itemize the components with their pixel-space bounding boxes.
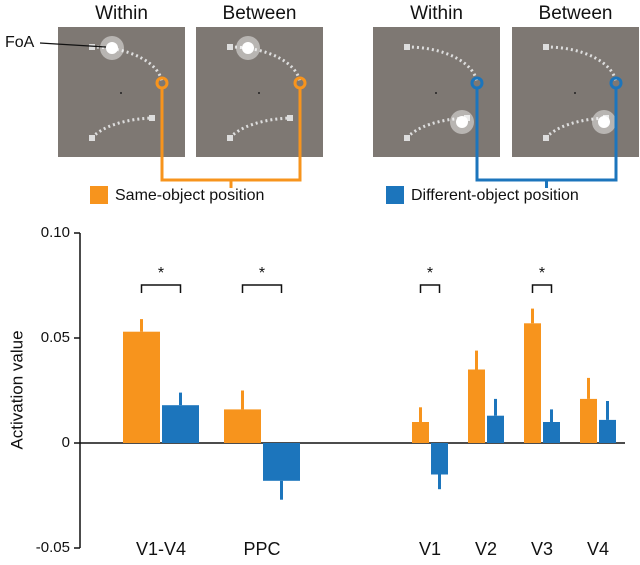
panel-title: Between — [539, 3, 613, 24]
foa-label: FoA — [5, 34, 35, 51]
bar — [543, 422, 560, 443]
object-end — [464, 115, 470, 121]
fixation — [258, 92, 260, 94]
bar — [263, 443, 300, 481]
object-end — [404, 44, 410, 50]
x-tick-label: PPC — [243, 539, 280, 559]
x-tick-label: V3 — [531, 539, 553, 559]
x-tick-label: V4 — [587, 539, 609, 559]
significance-label: * — [259, 265, 265, 282]
object-end — [227, 135, 233, 141]
object-end — [89, 135, 95, 141]
panel — [196, 27, 323, 157]
y-tick-label: -0.05 — [36, 539, 70, 556]
object-outline — [228, 116, 291, 139]
y-tick-label: 0.05 — [41, 329, 70, 346]
panel — [373, 27, 500, 157]
bar — [431, 443, 448, 475]
object-end — [543, 135, 549, 141]
panel-title: Between — [223, 3, 297, 24]
panel-title: Within — [410, 3, 463, 24]
bar — [524, 323, 541, 443]
x-tick-label: V2 — [475, 539, 497, 559]
foa-pointer — [39, 42, 107, 48]
bar — [412, 422, 429, 443]
bar — [599, 419, 616, 443]
bar — [468, 369, 485, 443]
object-end — [89, 44, 95, 50]
legend-label: Same-object position — [115, 187, 264, 204]
panel — [58, 27, 185, 157]
object-end — [227, 44, 233, 50]
significance-bracket — [419, 284, 441, 293]
object-outline — [90, 116, 153, 139]
bar — [580, 398, 597, 443]
significance-label: * — [427, 265, 433, 282]
significance-label: * — [539, 265, 545, 282]
object-outline — [544, 116, 607, 139]
y-tick-label: 0 — [62, 434, 70, 451]
bar — [123, 331, 160, 443]
y-axis-label: Activation value — [7, 330, 26, 449]
fixation — [435, 92, 437, 94]
panel — [512, 27, 639, 157]
y-tick-label: 0.10 — [41, 224, 70, 241]
object-end — [404, 135, 410, 141]
legend-swatch — [386, 186, 404, 204]
object-end — [543, 44, 549, 50]
focus — [242, 42, 254, 54]
object-end — [149, 115, 155, 121]
significance-label: * — [158, 265, 164, 282]
focus — [106, 42, 118, 54]
significance-bracket — [531, 284, 553, 293]
significance-bracket — [241, 284, 283, 293]
legend-swatch — [90, 186, 108, 204]
bar — [224, 409, 261, 443]
x-tick-label: V1-V4 — [136, 539, 186, 559]
focus — [598, 116, 610, 128]
bar — [162, 405, 199, 443]
fixation — [120, 92, 122, 94]
object-end — [287, 115, 293, 121]
legend-label: Different-object position — [411, 187, 579, 204]
focus — [456, 116, 468, 128]
bar — [487, 415, 504, 443]
fixation — [574, 92, 576, 94]
significance-bracket — [140, 284, 182, 293]
x-tick-label: V1 — [419, 539, 441, 559]
panel-title: Within — [95, 3, 148, 24]
